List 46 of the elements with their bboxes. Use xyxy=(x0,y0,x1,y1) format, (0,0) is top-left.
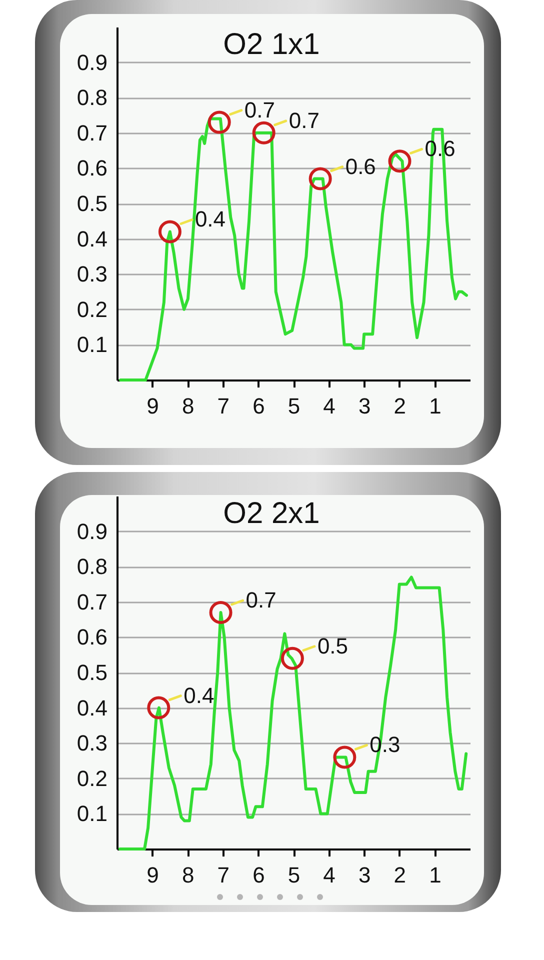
annotation: 0.7 xyxy=(244,97,275,122)
x-tick-label: 5 xyxy=(288,394,300,418)
x-tick-label: 5 xyxy=(288,862,300,888)
y-tick-label: 0.5 xyxy=(76,191,108,216)
y-tick-label: 0.7 xyxy=(76,589,108,614)
x-tick-label: 8 xyxy=(182,394,194,418)
y-tick-label: 0.3 xyxy=(76,262,108,287)
y-tick-label: 0.6 xyxy=(76,156,108,181)
y-tick-label: 0.2 xyxy=(76,766,108,791)
x-tick-label: 4 xyxy=(323,394,336,418)
x-tick-label: 6 xyxy=(252,394,265,418)
y-tick-label: 0.9 xyxy=(76,518,108,544)
y-tick-label: 0.7 xyxy=(76,120,108,146)
x-tick-label: 3 xyxy=(358,394,371,418)
chart-title: O2 2x1 xyxy=(223,497,320,530)
y-tick-label: 0.4 xyxy=(76,226,108,252)
y-tick-label: 0.8 xyxy=(76,554,108,580)
y-tick-label: 0.1 xyxy=(76,801,108,826)
x-tick-label: 9 xyxy=(146,862,159,888)
x-tick-label: 2 xyxy=(394,862,406,888)
y-tick-label: 0.5 xyxy=(76,660,108,685)
annotation: 0.5 xyxy=(317,633,348,658)
y-tick-label: 0.6 xyxy=(76,624,108,650)
chart-title: O2 1x1 xyxy=(223,28,320,61)
x-tick-label: 4 xyxy=(323,862,336,888)
y-tick-label: 0.4 xyxy=(76,695,108,720)
y-tick-label: 0.3 xyxy=(76,730,108,756)
y-tick-label: 0.8 xyxy=(76,85,108,110)
annotation: 0.4 xyxy=(194,206,226,232)
y-tick-label: 0.1 xyxy=(76,332,108,358)
annotation: 0.4 xyxy=(184,682,214,708)
x-tick-label: 2 xyxy=(394,394,406,418)
x-tick-label: 3 xyxy=(358,862,371,888)
annotation: 0.7 xyxy=(288,108,320,133)
x-tick-label: 6 xyxy=(252,862,265,888)
annotation: 0.7 xyxy=(246,587,276,612)
x-tick-label: 9 xyxy=(146,394,159,418)
y-tick-label: 0.9 xyxy=(76,50,108,75)
line-series xyxy=(118,576,468,850)
y-tick-label: 0.2 xyxy=(76,296,108,322)
x-tick-label: 7 xyxy=(217,394,230,418)
x-tick-label: 1 xyxy=(429,394,442,418)
x-tick-label: 7 xyxy=(217,862,230,888)
x-tick-label: 8 xyxy=(182,862,194,888)
x-tick-label: 1 xyxy=(429,862,442,888)
annotation: 0.6 xyxy=(345,154,376,179)
